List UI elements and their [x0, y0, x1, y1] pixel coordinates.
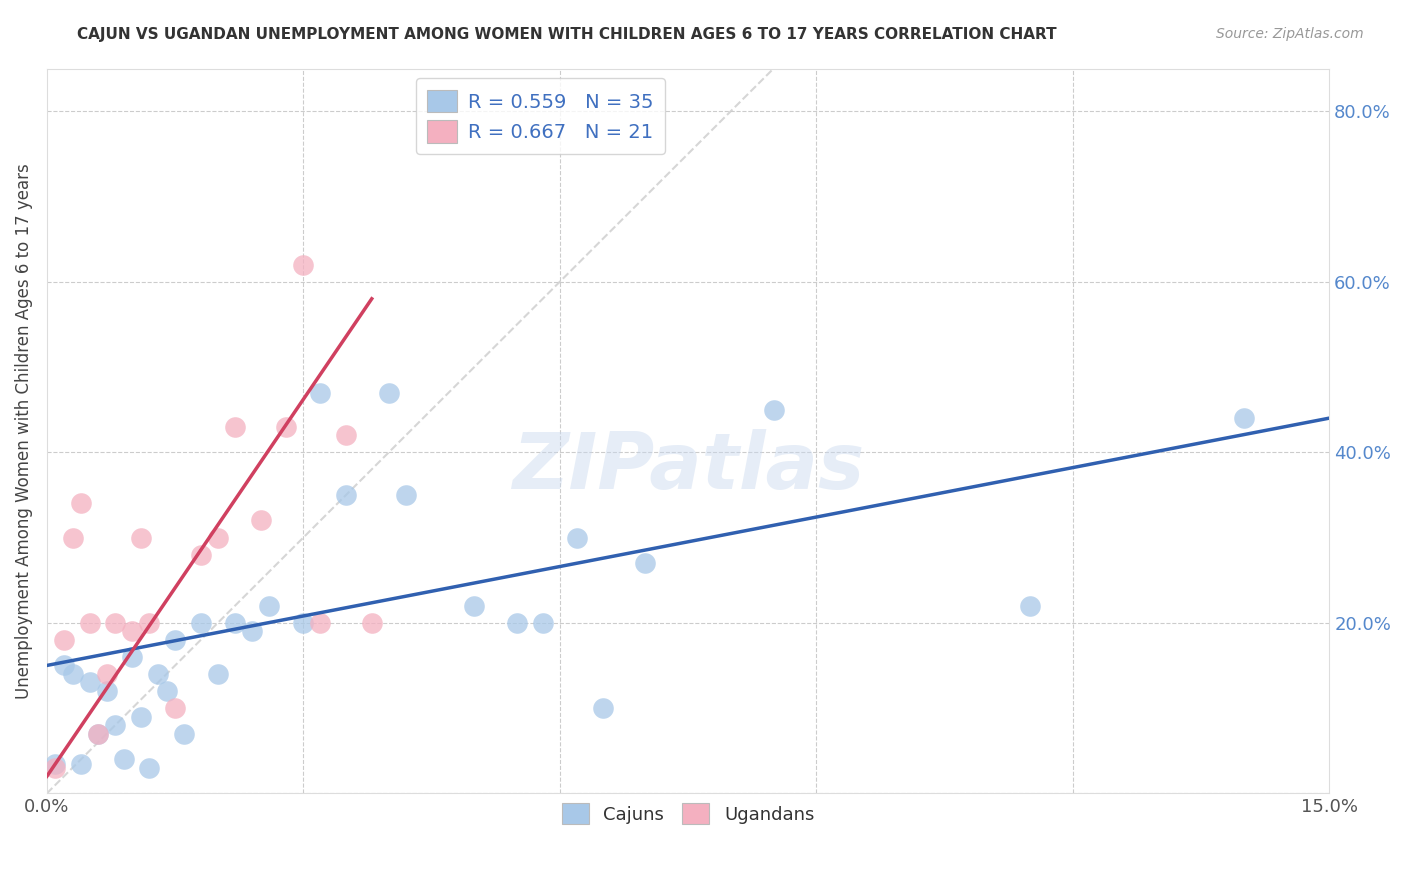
Point [360, 615, 382, 630]
Point [1019, 599, 1042, 613]
Point [531, 615, 554, 630]
Point [276, 419, 298, 434]
Point [138, 615, 160, 630]
Point [592, 701, 614, 715]
Point [224, 419, 246, 434]
Point [129, 709, 152, 723]
Point [395, 488, 418, 502]
Point [335, 488, 357, 502]
Point [257, 599, 280, 613]
Point [104, 718, 127, 732]
Point [79, 615, 101, 630]
Point [190, 548, 212, 562]
Point [309, 385, 332, 400]
Point [249, 513, 271, 527]
Point [506, 615, 529, 630]
Point [762, 402, 785, 417]
Point [155, 684, 177, 698]
Point [44, 756, 66, 771]
Point [44, 761, 66, 775]
Point [565, 531, 588, 545]
Point [129, 531, 152, 545]
Point [207, 531, 229, 545]
Point [309, 615, 332, 630]
Text: ZIPatlas: ZIPatlas [512, 429, 865, 505]
Point [378, 385, 401, 400]
Point [121, 649, 143, 664]
Point [112, 752, 135, 766]
Point [335, 428, 357, 442]
Text: CAJUN VS UGANDAN UNEMPLOYMENT AMONG WOMEN WITH CHILDREN AGES 6 TO 17 YEARS CORRE: CAJUN VS UGANDAN UNEMPLOYMENT AMONG WOME… [77, 27, 1057, 42]
Point [146, 667, 169, 681]
Point [53, 632, 76, 647]
Point [96, 684, 118, 698]
Point [62, 667, 84, 681]
Point [53, 658, 76, 673]
Point [138, 761, 160, 775]
Point [292, 258, 315, 272]
Point [87, 726, 110, 740]
Point [165, 701, 187, 715]
Legend: Cajuns, Ugandans: Cajuns, Ugandans [551, 792, 825, 835]
Point [207, 667, 229, 681]
Point [190, 615, 212, 630]
Point [240, 624, 263, 639]
Point [292, 615, 315, 630]
Point [96, 667, 118, 681]
Point [87, 726, 110, 740]
Text: Source: ZipAtlas.com: Source: ZipAtlas.com [1216, 27, 1364, 41]
Point [62, 531, 84, 545]
Y-axis label: Unemployment Among Women with Children Ages 6 to 17 years: Unemployment Among Women with Children A… [15, 163, 32, 698]
Point [70, 496, 93, 510]
Point [173, 726, 195, 740]
Point [79, 675, 101, 690]
Point [1233, 411, 1256, 425]
Point [224, 615, 246, 630]
Point [121, 624, 143, 639]
Point [104, 615, 127, 630]
Point [165, 632, 187, 647]
Point [70, 756, 93, 771]
Point [634, 556, 657, 570]
Point [463, 599, 485, 613]
